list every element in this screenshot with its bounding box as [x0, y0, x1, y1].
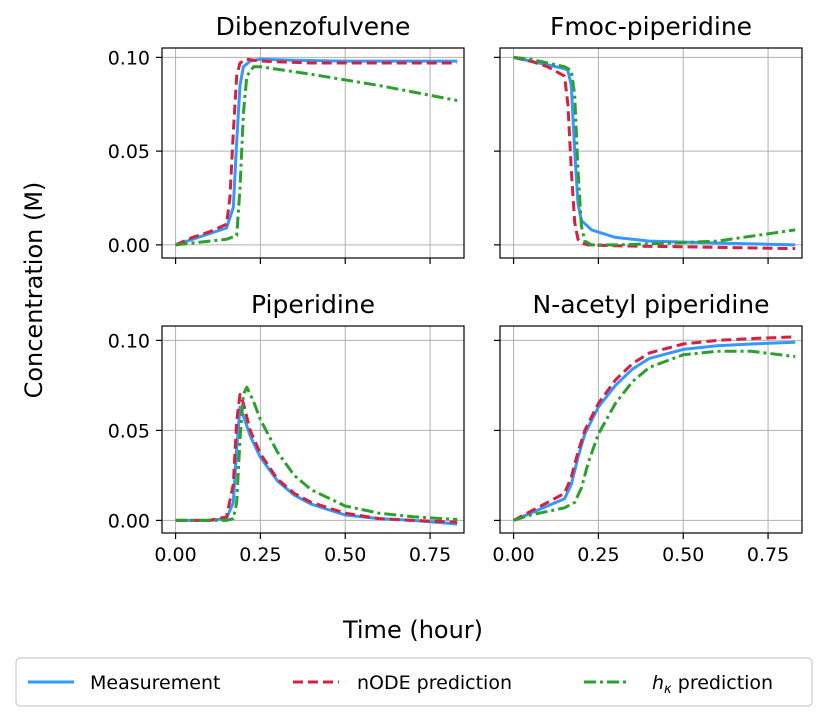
panel-piperidine: 0.00 0.25 0.50 0.75 0.00 0.05 0.10 Piperidine [108, 290, 465, 566]
series-line-h-prediction [175, 385, 458, 522]
panel-title: Dibenzofulvene [216, 12, 411, 41]
plot-frame [499, 325, 803, 534]
plot-frame [499, 47, 803, 259]
y-tick-label: 0.10 [108, 47, 150, 69]
x-tick-label: 0.75 [409, 544, 451, 566]
series-line-h-prediction [175, 65, 458, 247]
series-line-node-prediction [512, 335, 796, 522]
panel-fmoc-piperidine: Fmoc-piperidine [494, 12, 803, 264]
y-axis-label: Concentration (M) [20, 182, 48, 399]
legend-label-hk: hκ prediction [652, 672, 773, 697]
series-line-h-prediction [513, 55, 796, 247]
y-tick-label: 0.10 [108, 330, 150, 352]
panel-n-acetyl-piperidine: 0.00 0.25 0.50 0.75 N-acetyl piperidine [492, 290, 803, 566]
y-tick-label: 0.05 [108, 420, 150, 442]
legend-label-node: nODE prediction [357, 672, 512, 694]
series-line-node-prediction [174, 57, 458, 247]
legend-label-measurement: Measurement [90, 672, 220, 694]
x-tick-label: 0.25 [239, 544, 281, 566]
panel-title: Piperidine [251, 290, 375, 319]
series-line-node-prediction [513, 55, 796, 251]
x-tick-label: 0.50 [324, 544, 366, 566]
x-tick-label: 0.00 [154, 544, 196, 566]
y-tick-label: 0.05 [108, 141, 150, 163]
legend-frame [15, 657, 813, 707]
series-line-measurement [513, 55, 796, 247]
x-tick-label: 0.50 [662, 544, 704, 566]
y-tick-label: 0.00 [108, 235, 150, 257]
x-axis-label: Time (hour) [342, 616, 483, 644]
legend: Measurement nODE prediction hκ predictio… [15, 657, 813, 707]
series-line-measurement [175, 57, 458, 247]
y-tick-label: 0.00 [108, 510, 150, 532]
series-line-h-prediction [513, 349, 796, 522]
legend-item-node: nODE prediction [293, 672, 512, 694]
panel-title: Fmoc-piperidine [550, 12, 752, 41]
series-line-measurement [513, 340, 796, 522]
panel-title: N-acetyl piperidine [533, 290, 770, 319]
panel-dibenzofulvene: 0.00 0.05 0.10 Dibenzofulvene [108, 12, 465, 264]
x-tick-label: 0.25 [577, 544, 619, 566]
series-line-measurement [175, 405, 458, 526]
series-line-node-prediction [175, 392, 458, 524]
legend-item-measurement: Measurement [28, 672, 220, 694]
x-tick-label: 0.75 [747, 544, 789, 566]
plot-frame [161, 47, 465, 259]
legend-item-hk: hκ prediction [584, 672, 773, 697]
plot-frame [161, 325, 465, 534]
x-tick-label: 0.00 [492, 544, 534, 566]
